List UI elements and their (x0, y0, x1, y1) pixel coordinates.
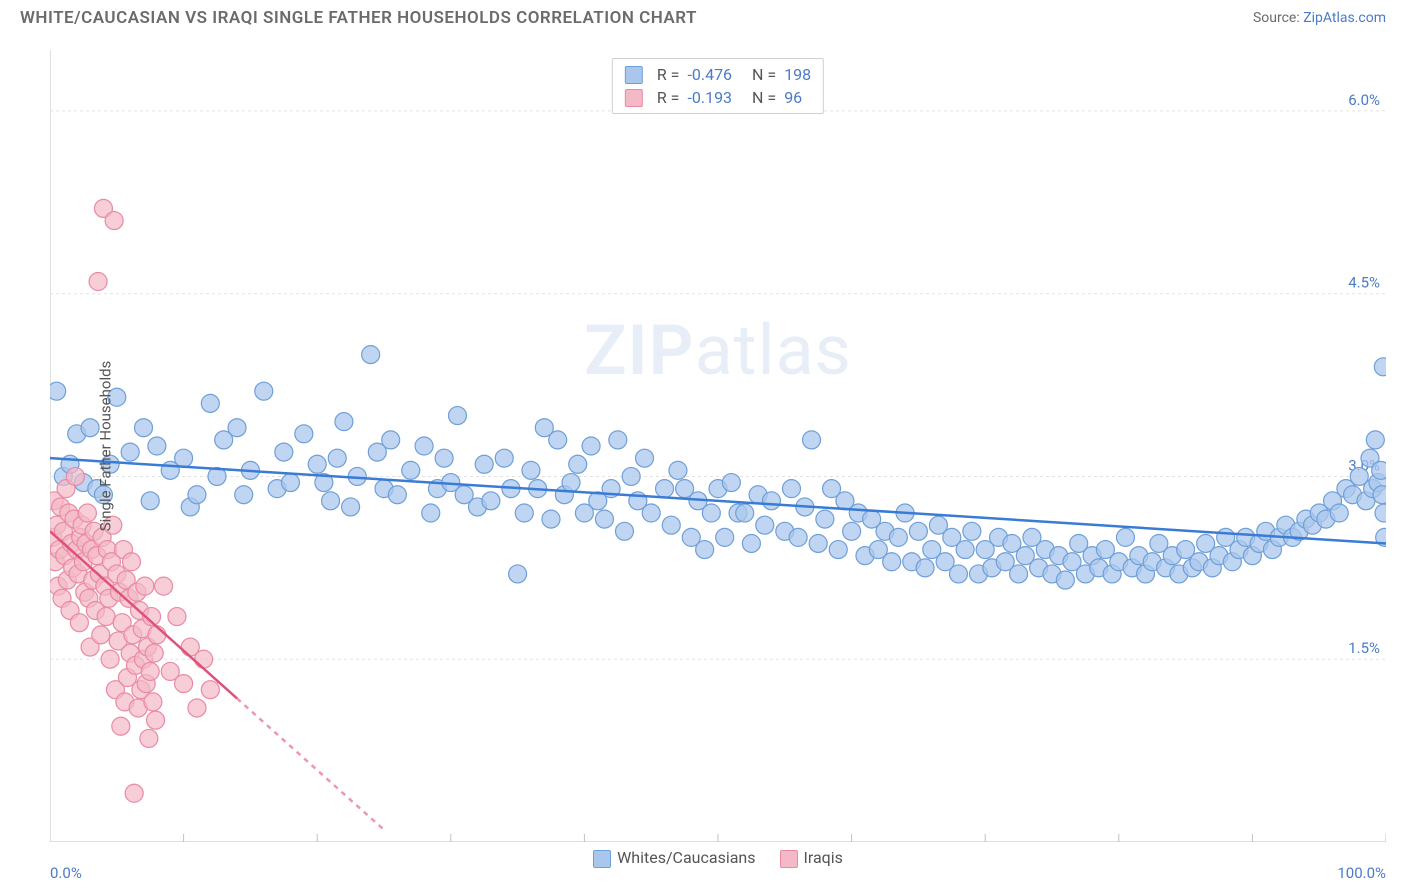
legend-item-1: Whites/Caucasians (593, 848, 755, 868)
svg-text:4.5%: 4.5% (1348, 274, 1380, 292)
chart-header: WHITE/CAUCASIAN VS IRAQI SINGLE FATHER H… (0, 0, 1406, 32)
correlation-legend: R = -0.476 N = 198 R = -0.193 N = 96 (612, 58, 824, 114)
legend-row-1: R = -0.476 N = 198 (625, 63, 811, 86)
svg-text:1.5%: 1.5% (1348, 639, 1380, 657)
svg-text:6.0%: 6.0% (1348, 91, 1380, 109)
legend-row-2: R = -0.193 N = 96 (625, 86, 811, 109)
legend-item-2: Iraqis (780, 848, 843, 868)
source-label: Source: ZipAtlas.com (1253, 10, 1386, 26)
plot-area: Single Father Households ZIPatlas 1.5%3.… (50, 50, 1386, 842)
y-axis-label: Single Father Households (96, 361, 114, 532)
bottom-legend: Whites/Caucasians Iraqis (50, 848, 1386, 868)
scatter-svg: 1.5%3.0%4.5%6.0% (50, 50, 1386, 842)
source-link[interactable]: ZipAtlas.com (1303, 10, 1386, 26)
chart-title: WHITE/CAUCASIAN VS IRAQI SINGLE FATHER H… (20, 8, 697, 28)
